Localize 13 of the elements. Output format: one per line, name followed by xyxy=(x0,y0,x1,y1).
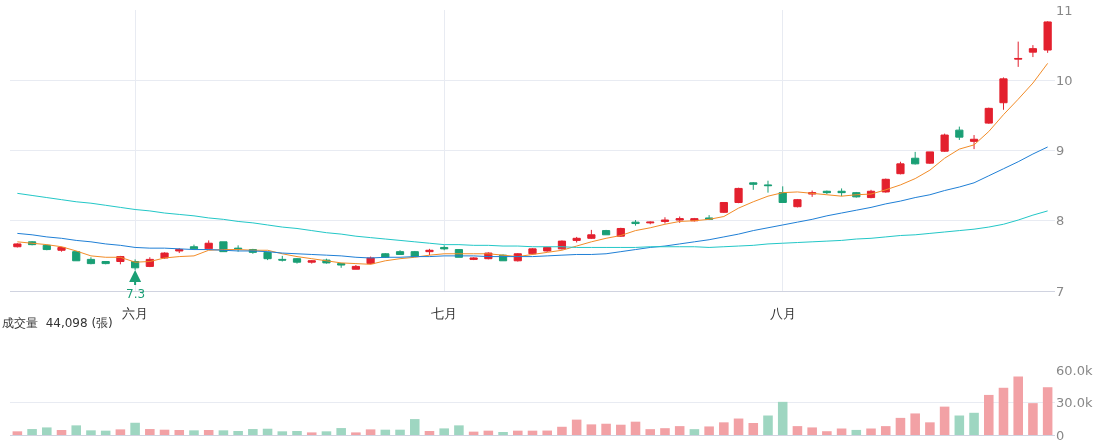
y-tick-label: 0 xyxy=(1056,427,1065,443)
y-tick-label: 10 xyxy=(1056,72,1073,88)
x-tick-label: 八月 xyxy=(769,305,796,321)
y-tick-label: 7 xyxy=(1056,283,1065,299)
y-tick-label: 11 xyxy=(1056,2,1073,18)
x-tick-label: 七月 xyxy=(431,305,458,321)
chart-title: 成交量 44,098 (張) xyxy=(2,316,113,330)
y-tick-label: 9 xyxy=(1056,143,1065,159)
x-tick-label: 六月 xyxy=(122,305,149,321)
annotation: 7.3 xyxy=(126,287,146,301)
y-tick-label: 30.0k xyxy=(1056,395,1093,411)
y-tick-label: 8 xyxy=(1056,213,1065,229)
y-tick-label: 60.0k xyxy=(1056,362,1093,378)
